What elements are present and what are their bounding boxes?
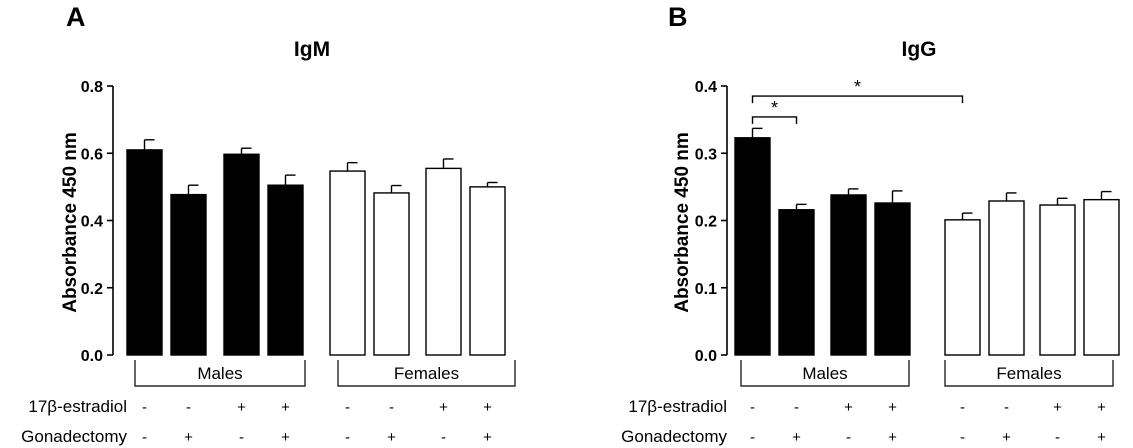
bar (778, 209, 815, 356)
estradiol-row-label: 17β-estradiol (628, 397, 727, 416)
gonadectomy-sign: - (1055, 429, 1060, 446)
y-tick-label: 0.3 (695, 146, 717, 163)
bar (329, 170, 366, 356)
estradiol-sign: - (750, 399, 755, 416)
bar (1039, 204, 1076, 356)
y-tick-label: 0.2 (81, 281, 103, 298)
gonadectomy-row-label: Gonadectomy (21, 427, 127, 446)
panel-a: A IgM Absorbance 450 nm 0.0 0.2 0.4 0.6 0.8 Male… (21, 2, 516, 446)
y-tick-label: 0.2 (695, 214, 717, 231)
y-tick-label: 0.1 (695, 281, 717, 298)
estradiol-sign: - (1004, 399, 1009, 416)
estradiol-sign: - (345, 399, 350, 416)
bar (944, 219, 981, 356)
estradiol-sign: + (281, 399, 290, 416)
panel-letter: B (668, 2, 688, 32)
bar (126, 149, 163, 356)
estradiol-sign: + (237, 399, 246, 416)
estradiol-sign: - (960, 399, 965, 416)
group-label: Females (996, 364, 1061, 383)
group-bracket (134, 360, 306, 387)
chart-title: IgM (294, 38, 330, 61)
bar (830, 194, 867, 356)
gonadectomy-sign: + (184, 429, 193, 446)
estradiol-sign: + (483, 399, 492, 416)
group-bracket (740, 360, 910, 387)
estradiol-sign: + (844, 399, 853, 416)
significance-label: * (854, 77, 861, 97)
estradiol-sign: + (1097, 399, 1106, 416)
gonadectomy-sign: - (750, 429, 755, 446)
gonadectomy-sign: + (281, 429, 290, 446)
group-label: Females (394, 364, 459, 383)
estradiol-sign: + (439, 399, 448, 416)
group-label: Males (197, 364, 242, 383)
y-tick-label: 0.4 (695, 79, 717, 96)
bar (223, 153, 260, 356)
bar (988, 200, 1025, 356)
estradiol-sign: + (1053, 399, 1062, 416)
bar (874, 202, 911, 356)
gonadectomy-sign: + (888, 429, 897, 446)
bar (425, 167, 462, 356)
estradiol-sign: + (888, 399, 897, 416)
gonadectomy-sign: + (1097, 429, 1106, 446)
y-tick-label: 0.8 (81, 79, 103, 96)
gonadectomy-sign: + (792, 429, 801, 446)
gonadectomy-row-label: Gonadectomy (621, 427, 727, 446)
significance-label: * (771, 98, 778, 118)
gonadectomy-sign: - (441, 429, 446, 446)
gonadectomy-sign: - (846, 429, 851, 446)
panel-letter: A (66, 2, 86, 32)
bar (373, 192, 410, 356)
panel-b: B IgG Absorbance 450 nm 0.0 0.1 0.2 0.3 0.4 Male… (621, 2, 1120, 446)
significance-bracket (751, 116, 798, 124)
gonadectomy-sign: - (345, 429, 350, 446)
bar (1083, 198, 1120, 356)
y-tick-label: 0.0 (81, 348, 103, 365)
bar (170, 193, 207, 356)
gonadectomy-sign: + (483, 429, 492, 446)
bar (469, 186, 506, 356)
bar (734, 137, 771, 356)
y-axis-label: Absorbance 450 nm (672, 132, 693, 313)
gonadectomy-sign: - (142, 429, 147, 446)
group-label: Males (802, 364, 847, 383)
gonadectomy-sign: - (960, 429, 965, 446)
estradiol-row-label: 17β-estradiol (28, 397, 127, 416)
y-tick-label: 0.0 (695, 348, 717, 365)
y-axis-label: Absorbance 450 nm (60, 132, 81, 313)
estradiol-sign: - (186, 399, 191, 416)
gonadectomy-sign: - (239, 429, 244, 446)
y-tick-label: 0.4 (81, 214, 103, 231)
gonadectomy-sign: + (1002, 429, 1011, 446)
y-tick-label: 0.6 (81, 146, 103, 163)
group-bracket (944, 360, 1114, 387)
significance-bracket (751, 95, 964, 104)
bar (267, 184, 304, 356)
estradiol-sign: - (142, 399, 147, 416)
estradiol-sign: - (794, 399, 799, 416)
chart-title: IgG (902, 38, 937, 61)
estradiol-sign: - (389, 399, 394, 416)
gonadectomy-sign: + (387, 429, 396, 446)
group-bracket (337, 360, 516, 387)
